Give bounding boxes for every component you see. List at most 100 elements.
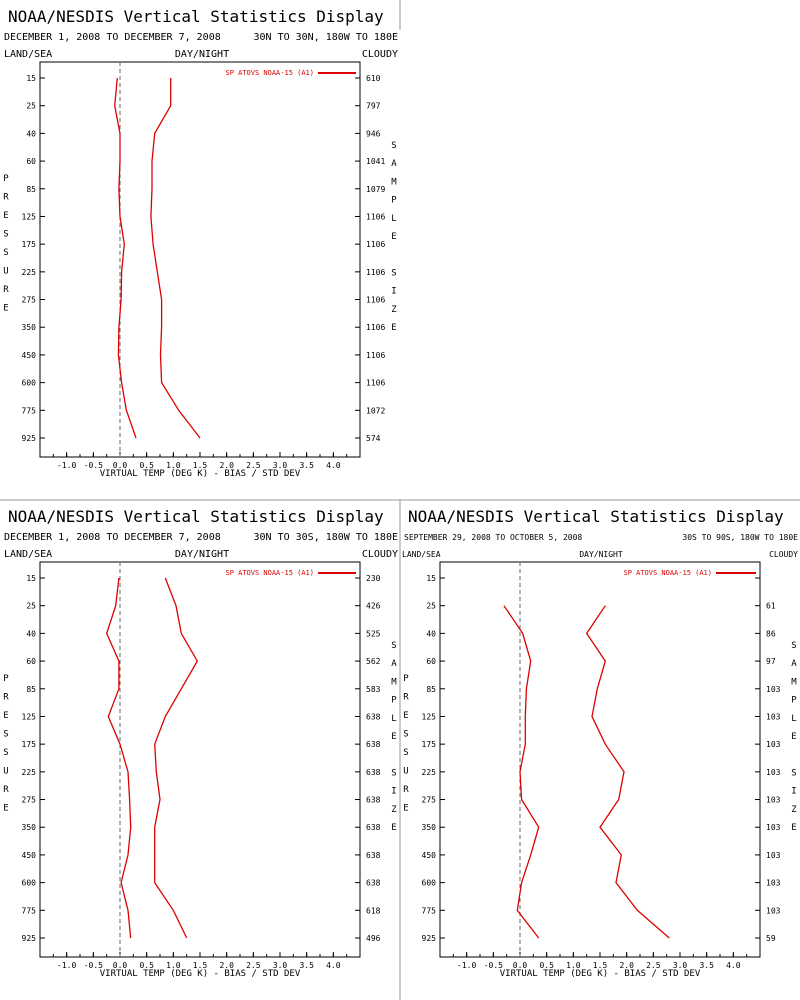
sample-size-value: 638 (366, 768, 381, 777)
sample-size-axis-letter: S (791, 768, 796, 778)
panel-title: NOAA/NESDIS Vertical Statistics Display (8, 507, 384, 526)
sample-size-value: 103 (766, 768, 781, 777)
sample-size-value: 1079 (366, 185, 385, 194)
x-tick-label: 2.0 (219, 961, 234, 970)
pressure-level-label: 25 (26, 102, 36, 111)
pressure-level-label: 60 (426, 657, 436, 666)
pressure-level-label: 15 (26, 74, 36, 83)
pressure-axis-letter: E (3, 304, 8, 314)
legend-label: SP ATOVS NOAA-15 (A1) (623, 569, 712, 577)
sample-size-value: 59 (766, 934, 776, 943)
x-tick-label: 1.5 (193, 961, 208, 970)
date-range: DECEMBER 1, 2008 TO DECEMBER 7, 2008 (4, 532, 221, 543)
pressure-axis-letter: P (403, 674, 409, 684)
pressure-axis-letter: E (403, 804, 408, 814)
x-ticks: -1.0 -0.5 0.0 0.5 1.0 1.5 2.0 2.5 3.0 3.5 4.0 (39, 452, 361, 470)
x-tick-label: 0.0 (513, 961, 528, 970)
sample-size-axis-letter: P (391, 696, 397, 706)
x-tick-label: -1.0 (57, 961, 76, 970)
cloudy-label: CLOUDY (362, 49, 398, 60)
sample-size-axis-letter: M (391, 177, 397, 187)
sample-size-value: 1106 (366, 323, 385, 332)
x-tick-label: 1.5 (193, 461, 208, 470)
sample-size-value: 103 (766, 879, 781, 888)
pressure-level-label: 60 (26, 157, 36, 166)
sample-size-value: 1106 (366, 379, 385, 388)
pressure-level-label: 350 (22, 823, 37, 832)
x-tick-label: 4.0 (726, 961, 741, 970)
sample-size-axis-letter: L (391, 714, 396, 724)
x-tick-label: 0.0 (113, 961, 128, 970)
x-tick-label: 1.5 (593, 961, 608, 970)
legend-label: SP ATOVS NOAA-15 (A1) (225, 569, 314, 577)
series-line-bias (503, 605, 540, 939)
land-sea-label: LAND/SEA (4, 49, 52, 60)
sample-size-axis-letter: Z (391, 805, 397, 815)
pressure-level-label: 125 (22, 212, 37, 221)
sample-size-axis-letter: M (391, 677, 397, 687)
sample-size-value: 1106 (366, 240, 385, 249)
land-sea-label: LAND/SEA (402, 550, 441, 559)
pressure-axis-letter: P (3, 674, 9, 684)
sample-size-value: 574 (366, 434, 381, 443)
panel-0: NOAA/NESDIS Vertical Statistics Display … (3, 7, 398, 479)
sample-size-value: 1041 (366, 157, 385, 166)
pressure-level-label: 85 (426, 685, 436, 694)
legend-label: SP ATOVS NOAA-15 (A1) (225, 69, 314, 77)
pressure-level-label: 15 (26, 574, 36, 583)
sample-size-value: 562 (366, 657, 381, 666)
pressure-level-label: 225 (22, 768, 37, 777)
series (114, 77, 201, 439)
region-label: 30N TO 30S, 180W TO 180E (254, 532, 399, 543)
panel-1: NOAA/NESDIS Vertical Statistics Display … (3, 507, 398, 979)
pressure-level-label: 350 (422, 823, 437, 832)
x-tick-label: 2.5 (646, 961, 661, 970)
pressure-level-label: 85 (26, 685, 36, 694)
sample-size-value: 638 (366, 712, 381, 721)
pressure-level-label: 925 (22, 934, 37, 943)
sample-size-axis-letter: E (791, 823, 796, 833)
pressure-axis-letter: E (403, 711, 408, 721)
pressure-axis-letter: S (403, 730, 408, 740)
pressure-level-label: 175 (22, 240, 37, 249)
sample-size-axis-letter: I (391, 787, 396, 797)
sample-size-value: 86 (766, 629, 776, 638)
pressure-axis-letter: P (3, 174, 9, 184)
series (106, 577, 199, 939)
sample-size-value: 1106 (366, 212, 385, 221)
sample-sizes: 61 86 97 103 103 103 103 103 103 103 103 103 59 (766, 602, 781, 943)
pressure-level-label: 15 (426, 574, 436, 583)
sample-size-axis-letter: E (391, 732, 396, 742)
sample-size-axis-letter: Z (791, 805, 797, 815)
sample-size-axis-letter: S (791, 641, 796, 651)
pressure-level-label: 450 (22, 851, 37, 860)
pressure-axis-letter: E (3, 804, 8, 814)
pressure-axis-letter: S (403, 748, 408, 758)
sample-size-axis-letter: S (391, 641, 396, 651)
sample-size-value: 103 (766, 823, 781, 832)
pressure-level-label: 275 (422, 796, 437, 805)
plot-frame (39, 61, 361, 458)
x-tick-label: 4.0 (326, 461, 341, 470)
pressure-level-label: 275 (22, 796, 37, 805)
sample-size-value: 638 (366, 796, 381, 805)
pressure-axis-letter: R (403, 785, 409, 795)
sample-size-value: 1106 (366, 268, 385, 277)
pressure-level-label: 275 (22, 296, 37, 305)
x-tick-label: 4.0 (326, 961, 341, 970)
sample-size-value: 525 (366, 629, 381, 638)
x-axis-label: VIRTUAL TEMP (DEG K) - BIAS / STD DEV (500, 969, 701, 979)
x-tick-label: 3.5 (299, 461, 314, 470)
sample-size-axis-letter: A (791, 659, 797, 669)
sample-size-axis-letter: S (391, 268, 396, 278)
sample-size-value: 97 (766, 657, 776, 666)
sample-sizes: 230 426 525 562 583 638 638 638 638 638 638 638 618 4… (366, 574, 381, 943)
panel-2: NOAA/NESDIS Vertical Statistics Display … (402, 507, 798, 979)
date-range: SEPTEMBER 29, 2008 TO OCTOBER 5, 2008 (404, 533, 582, 542)
pressure-level-label: 175 (22, 740, 37, 749)
sample-size-axis-letter: E (391, 823, 396, 833)
x-tick-label: 1.0 (166, 961, 181, 970)
